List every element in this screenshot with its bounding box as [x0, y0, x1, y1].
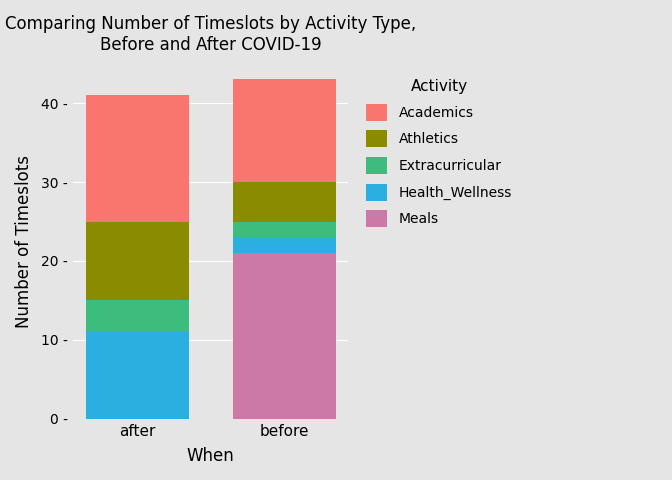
X-axis label: When: When: [187, 447, 235, 465]
Bar: [233, 253, 336, 419]
Bar: [233, 80, 336, 182]
Bar: [85, 300, 189, 332]
Bar: [233, 221, 336, 237]
Legend: Academics, Athletics, Extracurricular, Health_Wellness, Meals: Academics, Athletics, Extracurricular, H…: [358, 71, 520, 236]
Y-axis label: Number of Timeslots: Number of Timeslots: [15, 155, 33, 328]
Bar: [233, 237, 336, 253]
Bar: [85, 332, 189, 419]
Bar: [85, 221, 189, 300]
Title: Comparing Number of Timeslots by Activity Type,
Before and After COVID-19: Comparing Number of Timeslots by Activit…: [5, 15, 417, 54]
Bar: [233, 182, 336, 221]
Bar: [85, 95, 189, 221]
